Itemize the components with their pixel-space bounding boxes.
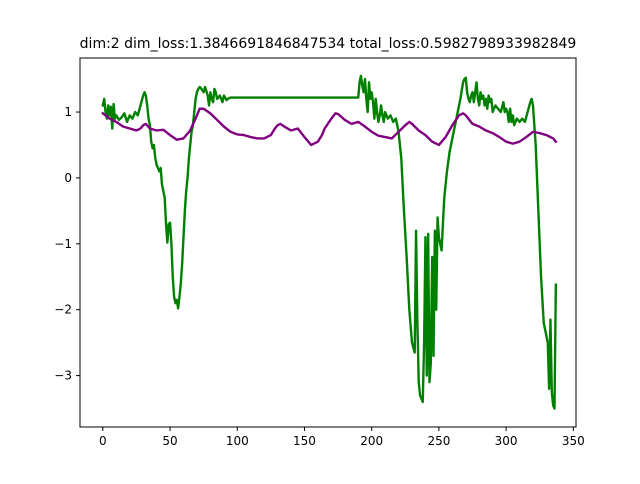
- y-tick-label: −2: [54, 303, 72, 317]
- chart-title: dim:2 dim_loss:1.3846691846847534 total_…: [80, 36, 577, 52]
- x-tick-label: 0: [99, 434, 107, 448]
- y-tick-label: −3: [54, 369, 72, 383]
- axes-frame: [79, 57, 577, 428]
- series-line-1: [101, 74, 558, 410]
- y-tick-label: 0: [64, 171, 72, 185]
- x-tick-label: 50: [162, 434, 177, 448]
- x-tick-label: 250: [427, 434, 450, 448]
- x-tick-label: 100: [226, 434, 249, 448]
- y-tick-label: −1: [54, 237, 72, 251]
- x-tick-label: 200: [360, 434, 383, 448]
- x-tick-label: 300: [495, 434, 518, 448]
- x-tick-label: 150: [293, 434, 316, 448]
- y-tick-label: 1: [64, 105, 72, 119]
- series-line-2: [101, 107, 558, 147]
- x-tick-label: 350: [562, 434, 585, 448]
- plot-area: 0 50 100 150 200 250 300 350 −3 −2 −1 0 1: [54, 57, 585, 448]
